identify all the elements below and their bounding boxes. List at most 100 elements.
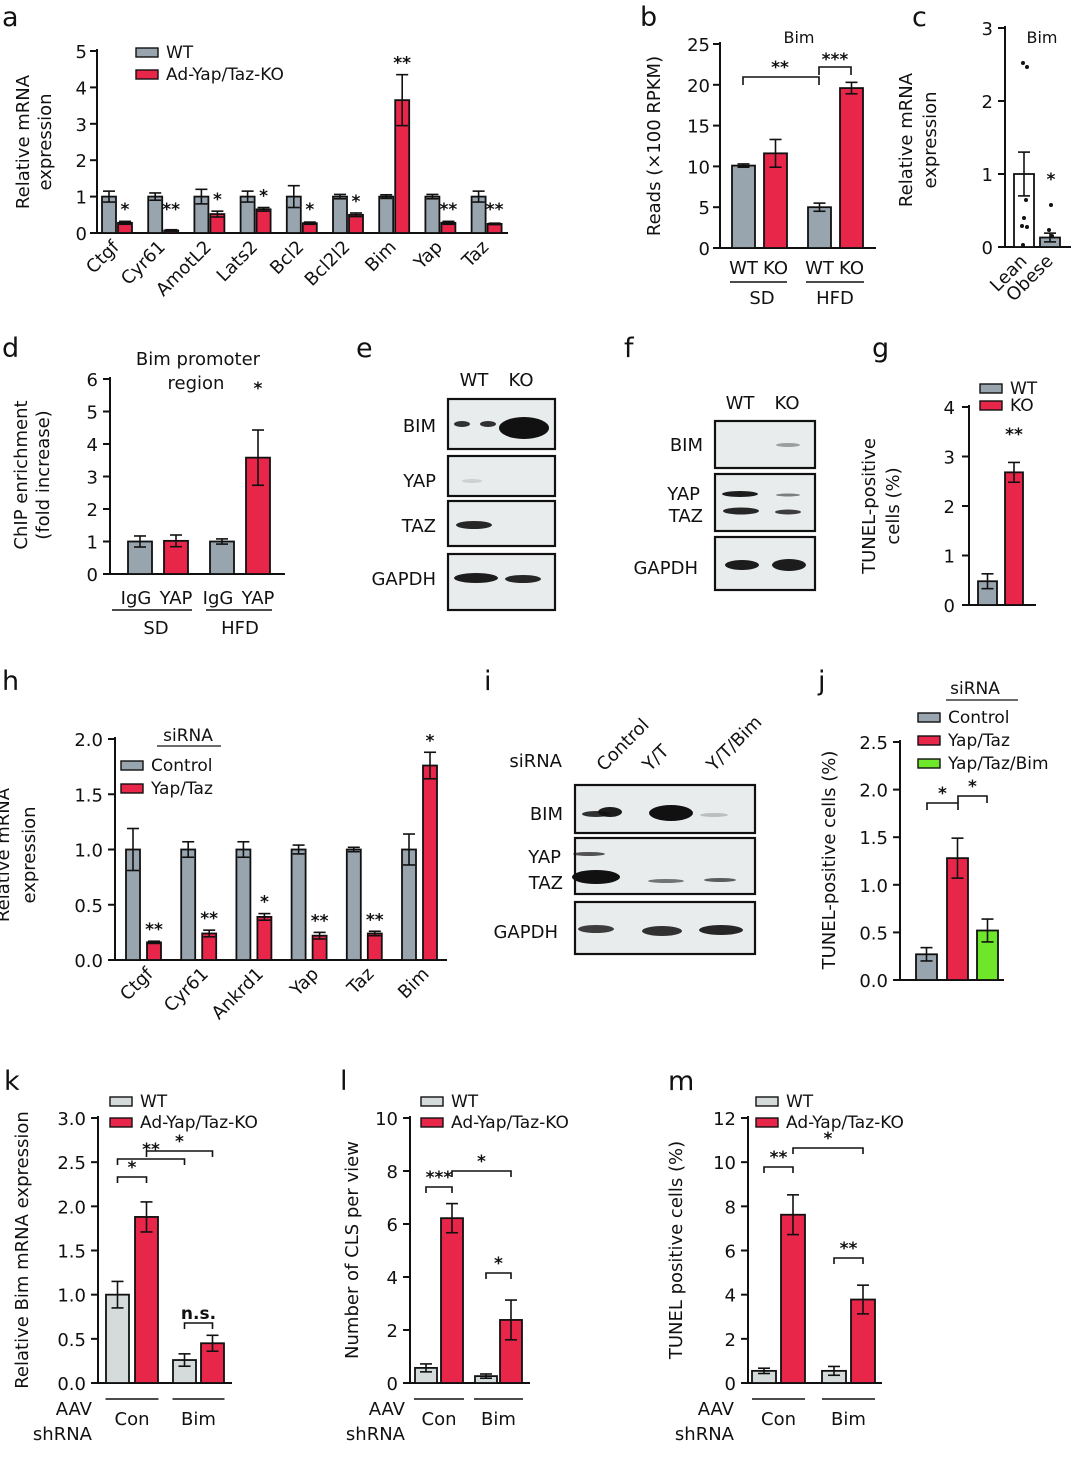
group-label: Bim bbox=[481, 1409, 516, 1430]
significance-label: * bbox=[259, 187, 268, 207]
legend-swatch bbox=[755, 1117, 779, 1128]
legend-label-ko: Ad-Yap/Taz-KO bbox=[140, 1113, 258, 1133]
data-point bbox=[1024, 198, 1028, 202]
significance-label: ** bbox=[486, 200, 504, 220]
blot-band bbox=[572, 870, 620, 884]
group-label: Bim bbox=[831, 1409, 866, 1430]
y-axis-label: TUNEL-positive bbox=[859, 438, 880, 575]
x-tick-label: Cyr61 bbox=[160, 964, 213, 1017]
bracket bbox=[742, 76, 820, 85]
legend-swatch bbox=[755, 1096, 779, 1107]
y-tick-label: 5 bbox=[76, 42, 87, 63]
y-tick-label: 0.5 bbox=[57, 1330, 86, 1351]
blot-band bbox=[704, 878, 736, 882]
y-axis-label: Number of CLS per view bbox=[342, 1141, 363, 1359]
x-tick-label: Ankrd1 bbox=[208, 964, 268, 1024]
y-axis-label: Relative mRNA bbox=[0, 787, 14, 922]
x-tick-label: Taz bbox=[343, 964, 379, 1000]
y-tick-label: 20 bbox=[687, 76, 710, 97]
x-tick-label: WT bbox=[729, 258, 759, 279]
y-tick-label: 2.0 bbox=[57, 1197, 86, 1218]
x-tick-label: Ctgf bbox=[82, 236, 124, 278]
x-tick-label: Yap bbox=[409, 237, 446, 274]
panel-label: h bbox=[2, 666, 19, 697]
significance-label: ** bbox=[145, 920, 163, 940]
x-tick-label: YAP bbox=[241, 588, 275, 609]
y-axis-label: Reads (×100 RPKM) bbox=[644, 56, 665, 236]
bar-wt bbox=[424, 195, 441, 234]
y-tick-label: 0 bbox=[944, 596, 955, 617]
legend-label-ko: Ad-Yap/Taz-KO bbox=[451, 1113, 569, 1133]
significance-label: * bbox=[254, 379, 263, 399]
significance-label: ** bbox=[311, 911, 329, 931]
blot-band bbox=[649, 805, 693, 821]
y-tick-label: 2 bbox=[76, 151, 87, 172]
blot-band bbox=[700, 813, 728, 817]
x-title: AAV bbox=[369, 1399, 406, 1420]
blot-row-label: YAP bbox=[527, 847, 561, 868]
y-tick-label: 0 bbox=[699, 239, 710, 260]
y-tick-label: 2 bbox=[725, 1330, 736, 1351]
bracket bbox=[145, 1150, 214, 1157]
y-tick-label: 1.5 bbox=[74, 785, 103, 806]
bar-control bbox=[345, 848, 362, 961]
blot-row-label: BIM bbox=[403, 416, 436, 437]
data-point bbox=[1025, 65, 1029, 69]
legend-swatch bbox=[917, 735, 941, 746]
bar bbox=[780, 1213, 806, 1384]
y-tick-label: 1.0 bbox=[74, 841, 103, 862]
significance-label: * bbox=[260, 893, 269, 913]
blot-band bbox=[723, 507, 759, 515]
y-tick-label: 6 bbox=[387, 1215, 398, 1236]
y-tick-label: 2.5 bbox=[859, 733, 888, 754]
y-tick-label: 2 bbox=[87, 500, 98, 521]
lane-label: WT bbox=[726, 393, 756, 414]
legend-swatch bbox=[135, 47, 159, 58]
group-label: Con bbox=[422, 1409, 457, 1430]
y-tick-label: 3 bbox=[76, 115, 87, 136]
x-tick-label: Taz bbox=[457, 237, 493, 273]
blot-band bbox=[578, 925, 614, 933]
blot-band bbox=[456, 521, 492, 529]
x-tick-label: Bcl2 bbox=[266, 237, 308, 279]
group-label: SD bbox=[143, 618, 168, 639]
x-tick-label: Bim bbox=[394, 964, 434, 1004]
panel-label: f bbox=[624, 333, 635, 364]
y-tick-label: 0 bbox=[387, 1374, 398, 1395]
y-tick-label: 12 bbox=[713, 1109, 736, 1130]
legend-label-yap-taz: Yap/Taz bbox=[150, 779, 213, 799]
y-tick-label: 1 bbox=[87, 533, 98, 554]
data-point bbox=[1049, 203, 1053, 207]
legend-swatch bbox=[979, 400, 1003, 411]
y-tick-label: 1 bbox=[982, 165, 993, 186]
bar-control bbox=[401, 848, 417, 961]
blot-band bbox=[598, 807, 622, 817]
y-tick-label: 1.0 bbox=[859, 876, 888, 897]
significance-label: *** bbox=[822, 50, 849, 70]
y-axis-label: TUNEL positive cells (%) bbox=[666, 1141, 687, 1360]
lane-label: KO bbox=[775, 393, 800, 414]
blot-box bbox=[713, 419, 817, 470]
y-tick-label: 0.0 bbox=[859, 971, 888, 992]
bar-wt bbox=[147, 195, 164, 234]
y-tick-label: 10 bbox=[375, 1109, 398, 1130]
blot-box bbox=[573, 836, 757, 896]
blot-band bbox=[776, 493, 800, 497]
y-axis-label: expression bbox=[19, 806, 40, 903]
y-tick-label: 2 bbox=[387, 1321, 398, 1342]
significance-label: * bbox=[426, 731, 435, 751]
y-tick-label: 2.0 bbox=[859, 781, 888, 802]
bracket bbox=[451, 1170, 512, 1177]
y-tick-label: 0 bbox=[87, 565, 98, 586]
panel-label: i bbox=[484, 666, 492, 697]
bracket bbox=[833, 1257, 864, 1264]
x-title: AAV bbox=[56, 1399, 93, 1420]
y-tick-label: 0 bbox=[982, 238, 993, 259]
y-tick-label: 25 bbox=[687, 35, 710, 56]
y-tick-label: 0.5 bbox=[74, 896, 103, 917]
y-tick-label: 10 bbox=[713, 1153, 736, 1174]
chart-title: region bbox=[168, 373, 225, 394]
data-point bbox=[1020, 224, 1024, 228]
legend-swatch bbox=[109, 1096, 133, 1107]
bracket bbox=[792, 1147, 864, 1154]
